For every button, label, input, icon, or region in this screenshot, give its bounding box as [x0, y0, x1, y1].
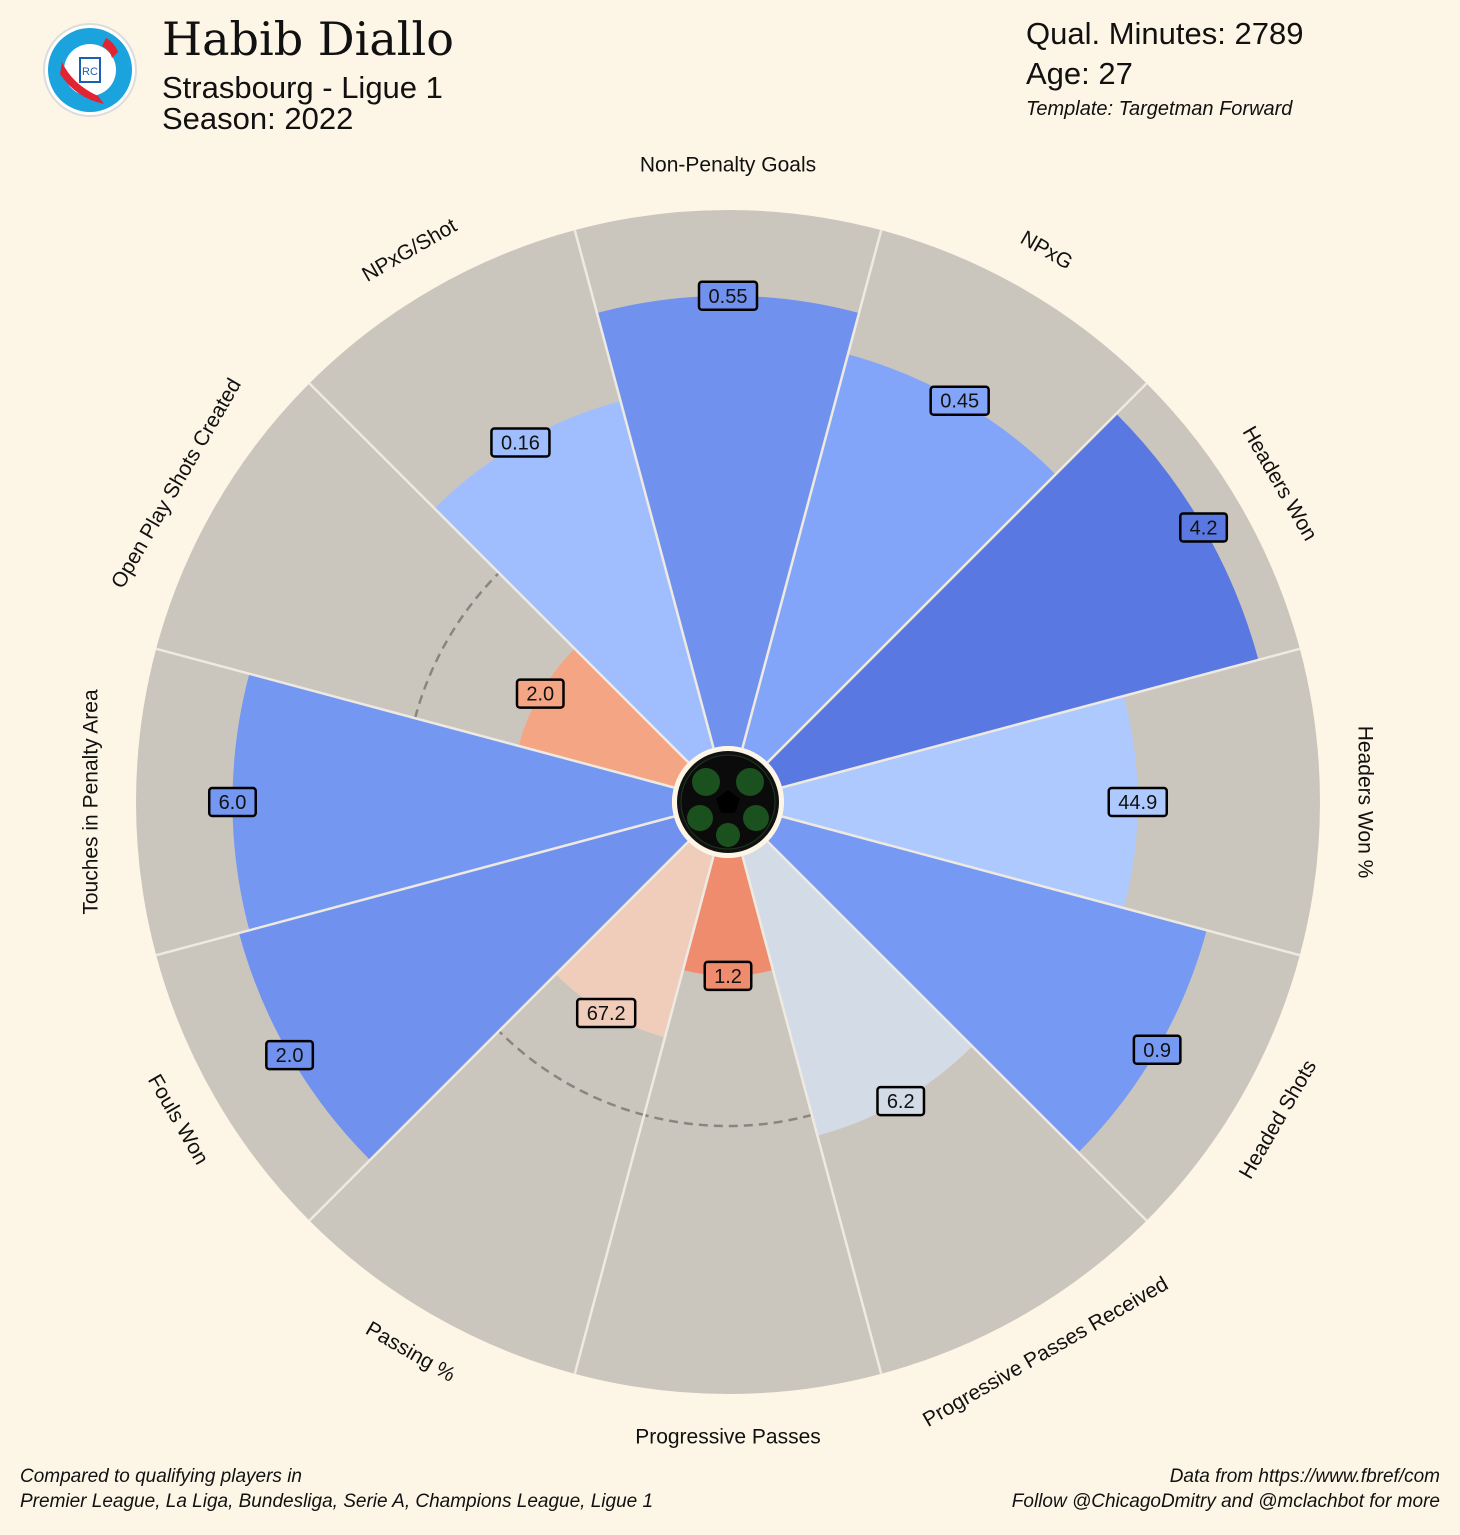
- value-text-headed-shots: 0.9: [1143, 1040, 1171, 1062]
- value-label-progressive-passes-received: 6.2: [876, 1085, 926, 1117]
- slice-separator: [573, 855, 715, 1375]
- median-ring-progressive-passes: [643, 1113, 813, 1128]
- team-league: Strasbourg - Ligue 1: [162, 70, 443, 105]
- slice-bar-headers-won: [767, 413, 1259, 788]
- template-label: Template: Targetman Forward: [1026, 98, 1293, 120]
- player-name: Habib Diallo: [162, 12, 454, 66]
- value-text-headers-won: 44.9: [1118, 792, 1157, 814]
- slice-separator: [741, 855, 883, 1375]
- slice-separator: [781, 647, 1301, 789]
- slice-separator: [308, 382, 690, 764]
- category-label-non-penalty-goals: Non-Penalty Goals: [640, 154, 816, 177]
- footer-comparison-note: Compared to qualifying players in: [20, 1466, 302, 1487]
- value-label-npxg: 0.45: [929, 385, 990, 416]
- value-label-headed-shots: 0.9: [1132, 1034, 1182, 1066]
- category-label-npxg-shot: NPxG/Shot: [358, 214, 461, 287]
- value-label-passing: 67.2: [575, 997, 637, 1029]
- strasbourg-crest-icon: RC: [43, 23, 137, 117]
- slice-separator: [766, 840, 1148, 1222]
- value-text-headers-won: 4.2: [1190, 517, 1218, 539]
- median-ring-open-play-shots-created: [413, 572, 500, 719]
- slice-bar-touches-in-penalty-area: [232, 673, 674, 931]
- median-ring-passing: [498, 1030, 645, 1117]
- slice-separator: [308, 840, 690, 1222]
- slice-bar-progressive-passes-received: [742, 841, 973, 1136]
- season: Season: 2022: [162, 101, 354, 136]
- slice-separator: [155, 647, 675, 789]
- value-label-progressive-passes: 1.2: [703, 960, 753, 992]
- svg-text:RC: RC: [82, 66, 98, 78]
- slice-separator: [741, 229, 883, 749]
- player-age: Age: 27: [1026, 56, 1133, 91]
- value-text-passing: 67.2: [587, 1003, 626, 1025]
- qualified-minutes: Qual. Minutes: 2789: [1026, 16, 1304, 51]
- value-label-open-play-shots-created: 2.0: [515, 678, 565, 709]
- footer-follow-note: Follow @ChicagoDmitry and @mclachbot for…: [1011, 1491, 1440, 1512]
- value-text-npxg: 0.45: [940, 391, 979, 413]
- value-text-progressive-passes: 1.2: [714, 966, 742, 988]
- slice-separator: [781, 815, 1301, 957]
- footer-comparison-leagues: Premier League, La Liga, Bundesliga, Ser…: [20, 1491, 654, 1512]
- value-label-npxg-shot: 0.16: [490, 427, 551, 458]
- slice-bar-headed-shots: [767, 816, 1207, 1153]
- value-text-fouls-won: 2.0: [276, 1045, 304, 1067]
- category-label-touches-in-penalty-area: Touches in Penalty Area: [80, 689, 103, 915]
- value-text-progressive-passes-received: 6.2: [887, 1091, 915, 1113]
- category-label-headers-won: Headers Won %: [1353, 726, 1376, 879]
- slice-bar-non-penalty-goals: [596, 295, 860, 748]
- value-text-touches-in-penalty-area: 6.0: [219, 792, 247, 814]
- value-label-touches-in-penalty-area: 6.0: [207, 786, 257, 818]
- footer-data-source: Data from https://www.fbref/com: [1169, 1466, 1440, 1487]
- slice-bar-headers-won: [782, 695, 1138, 909]
- value-text-open-play-shots-created: 2.0: [526, 684, 554, 706]
- slice-background-progressive-passes: [574, 856, 882, 1394]
- slice-separator: [155, 815, 675, 957]
- slice-separator: [573, 229, 715, 749]
- slice-bar-fouls-won: [239, 816, 689, 1160]
- category-label-passing: Passing %: [362, 1317, 459, 1387]
- category-label-progressive-passes: Progressive Passes: [635, 1426, 821, 1449]
- category-label-npxg: NPxG: [1016, 226, 1076, 274]
- category-label-fouls-won: Fouls Won: [143, 1070, 213, 1168]
- value-label-headers-won: 44.9: [1107, 786, 1169, 818]
- value-label-fouls-won: 2.0: [265, 1039, 315, 1071]
- value-text-non-penalty-goals: 0.55: [709, 286, 748, 308]
- value-label-non-penalty-goals: 0.55: [697, 280, 759, 312]
- slice-separator: [766, 382, 1148, 764]
- slice-bar-passing: [555, 841, 714, 1038]
- value-label-headers-won: 4.2: [1179, 512, 1229, 543]
- value-text-npxg-shot: 0.16: [501, 432, 540, 454]
